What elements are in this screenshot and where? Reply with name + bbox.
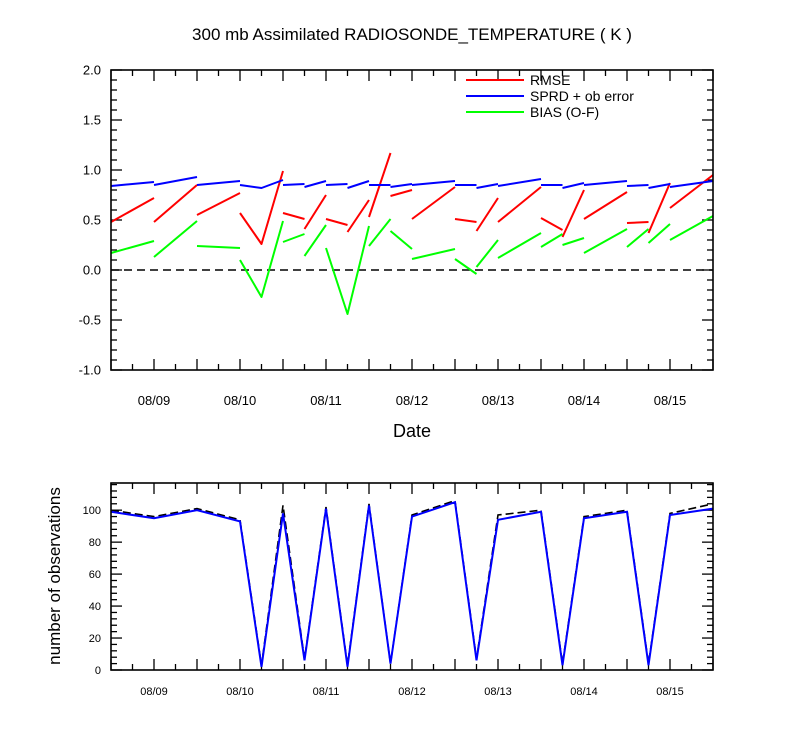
rmse-line-segment xyxy=(325,218,348,226)
sprd-ob-error-line-segment xyxy=(669,180,714,188)
bias-o-f-line-segment xyxy=(368,218,392,247)
bias-o-f-line-segment xyxy=(647,223,671,244)
y-tick-label: 1.0 xyxy=(83,163,101,178)
y-tick-label: 40 xyxy=(89,601,101,613)
rmse-line-segment xyxy=(497,186,542,223)
sprd-ob-error-line-segment xyxy=(583,180,628,186)
sprd-ob-error-line-segment xyxy=(497,178,542,187)
sprd-ob-error-line-segment xyxy=(304,180,327,188)
top-x-axis-label: Date xyxy=(393,421,431,441)
sprd-ob-error-line-segment xyxy=(648,183,671,189)
rmse-line-segment xyxy=(454,218,477,223)
rmse-line-segment xyxy=(196,192,241,216)
x-tick-label: 08/10 xyxy=(226,686,254,698)
y-tick-label: -1.0 xyxy=(79,363,101,378)
sprd-ob-error-line-segment xyxy=(196,180,241,186)
sprd-ob-error-line-segment xyxy=(476,183,499,189)
x-tick-label: 08/13 xyxy=(482,393,515,408)
rmse-line-segment xyxy=(239,170,284,245)
bias-o-f-line-segment xyxy=(325,225,370,315)
bias-o-f-line-segment xyxy=(540,233,564,248)
x-tick-label: 08/09 xyxy=(140,686,168,698)
bias-o-f-line-segment xyxy=(110,240,155,254)
y-tick-label: 0.5 xyxy=(83,213,101,228)
y-tick-label: 80 xyxy=(89,537,101,549)
bias-o-f-line-segment xyxy=(562,237,585,246)
sprd-ob-error-line-segment xyxy=(239,179,284,189)
rmse-line-segment xyxy=(153,184,198,223)
rmse-line-segment xyxy=(561,189,585,238)
bias-o-f-line-segment xyxy=(669,215,714,241)
sprd-ob-error-line-segment xyxy=(282,183,305,186)
rmse-line-segment xyxy=(626,221,649,224)
x-tick-label: 08/14 xyxy=(568,393,601,408)
y-tick-label: 1.5 xyxy=(83,113,101,128)
y-tick-label: 2.0 xyxy=(83,63,101,78)
bias-o-f-line-segment xyxy=(282,233,305,243)
rmse-line-segment xyxy=(475,197,499,232)
rmse-line-segment xyxy=(669,174,714,209)
x-tick-label: 08/10 xyxy=(224,393,257,408)
rmse-line-segment xyxy=(540,217,563,231)
series-line xyxy=(110,499,714,666)
legend-label: RMSE xyxy=(530,72,570,88)
bias-o-f-line-segment xyxy=(411,248,456,260)
y-tick-label: 0.0 xyxy=(83,263,101,278)
sprd-ob-error-line-segment xyxy=(347,180,370,189)
bottom-y-axis-label: number of observations xyxy=(45,487,64,665)
x-tick-label: 08/14 xyxy=(570,686,598,698)
bias-o-f-line-segment xyxy=(454,258,478,275)
sprd-ob-error-line-segment xyxy=(411,180,456,186)
x-tick-label: 08/09 xyxy=(138,393,171,408)
plot-frame xyxy=(110,69,714,371)
x-tick-label: 08/15 xyxy=(654,393,687,408)
x-tick-label: 08/15 xyxy=(656,686,684,698)
x-tick-label: 08/12 xyxy=(398,686,426,698)
plot-frame xyxy=(110,482,714,671)
series-line xyxy=(110,500,714,667)
rmse-line-segment xyxy=(583,191,628,220)
bias-o-f-line-segment xyxy=(239,220,284,298)
bias-o-f-line-segment xyxy=(583,228,628,254)
legend-label: SPRD + ob error xyxy=(530,88,634,104)
rmse-line-segment xyxy=(411,186,456,220)
sprd-ob-error-line-segment xyxy=(626,184,649,187)
y-tick-label: -0.5 xyxy=(79,313,101,328)
y-tick-label: 100 xyxy=(83,505,101,517)
bias-o-f-line-segment xyxy=(389,230,413,250)
x-tick-label: 08/12 xyxy=(396,393,429,408)
chart-title: 300 mb Assimilated RADIOSONDE_TEMPERATUR… xyxy=(192,25,632,44)
x-tick-label: 08/11 xyxy=(313,686,340,698)
rmse-line-segment xyxy=(647,182,671,234)
rmse-line-segment xyxy=(390,189,413,197)
bias-o-f-line-segment xyxy=(497,232,542,259)
top-plot: 08/09 08/10 08/11 08/12 08/13 08/14 08/15 -1.0 -… xyxy=(79,63,714,408)
legend-label: BIAS (O-F) xyxy=(530,104,599,120)
bottom-plot: 08/09 08/10 08/11 08/12 08/13 08/14 08/15 0 20 40… xyxy=(83,482,714,698)
sprd-ob-error-line-segment xyxy=(110,181,155,187)
bias-o-f-line-segment xyxy=(475,239,499,268)
rmse-line-segment xyxy=(110,197,155,223)
sprd-ob-error-line-segment xyxy=(562,182,585,189)
sprd-ob-error-line-segment xyxy=(390,183,413,188)
bias-o-f-line-segment xyxy=(153,220,198,258)
bias-o-f-line-segment xyxy=(303,224,327,257)
y-tick-label: 60 xyxy=(89,569,101,581)
rmse-line-segment xyxy=(346,199,370,233)
x-tick-label: 08/11 xyxy=(310,393,342,408)
rmse-line-segment xyxy=(282,212,305,220)
y-tick-label: 0 xyxy=(95,665,101,677)
rmse-line-segment xyxy=(303,194,327,230)
x-tick-label: 08/13 xyxy=(484,686,512,698)
y-tick-label: 20 xyxy=(89,633,101,645)
bias-o-f-line-segment xyxy=(626,228,650,248)
sprd-ob-error-line-segment xyxy=(153,176,198,186)
bias-o-f-line-segment xyxy=(196,245,241,249)
sprd-ob-error-line-segment xyxy=(325,183,348,186)
